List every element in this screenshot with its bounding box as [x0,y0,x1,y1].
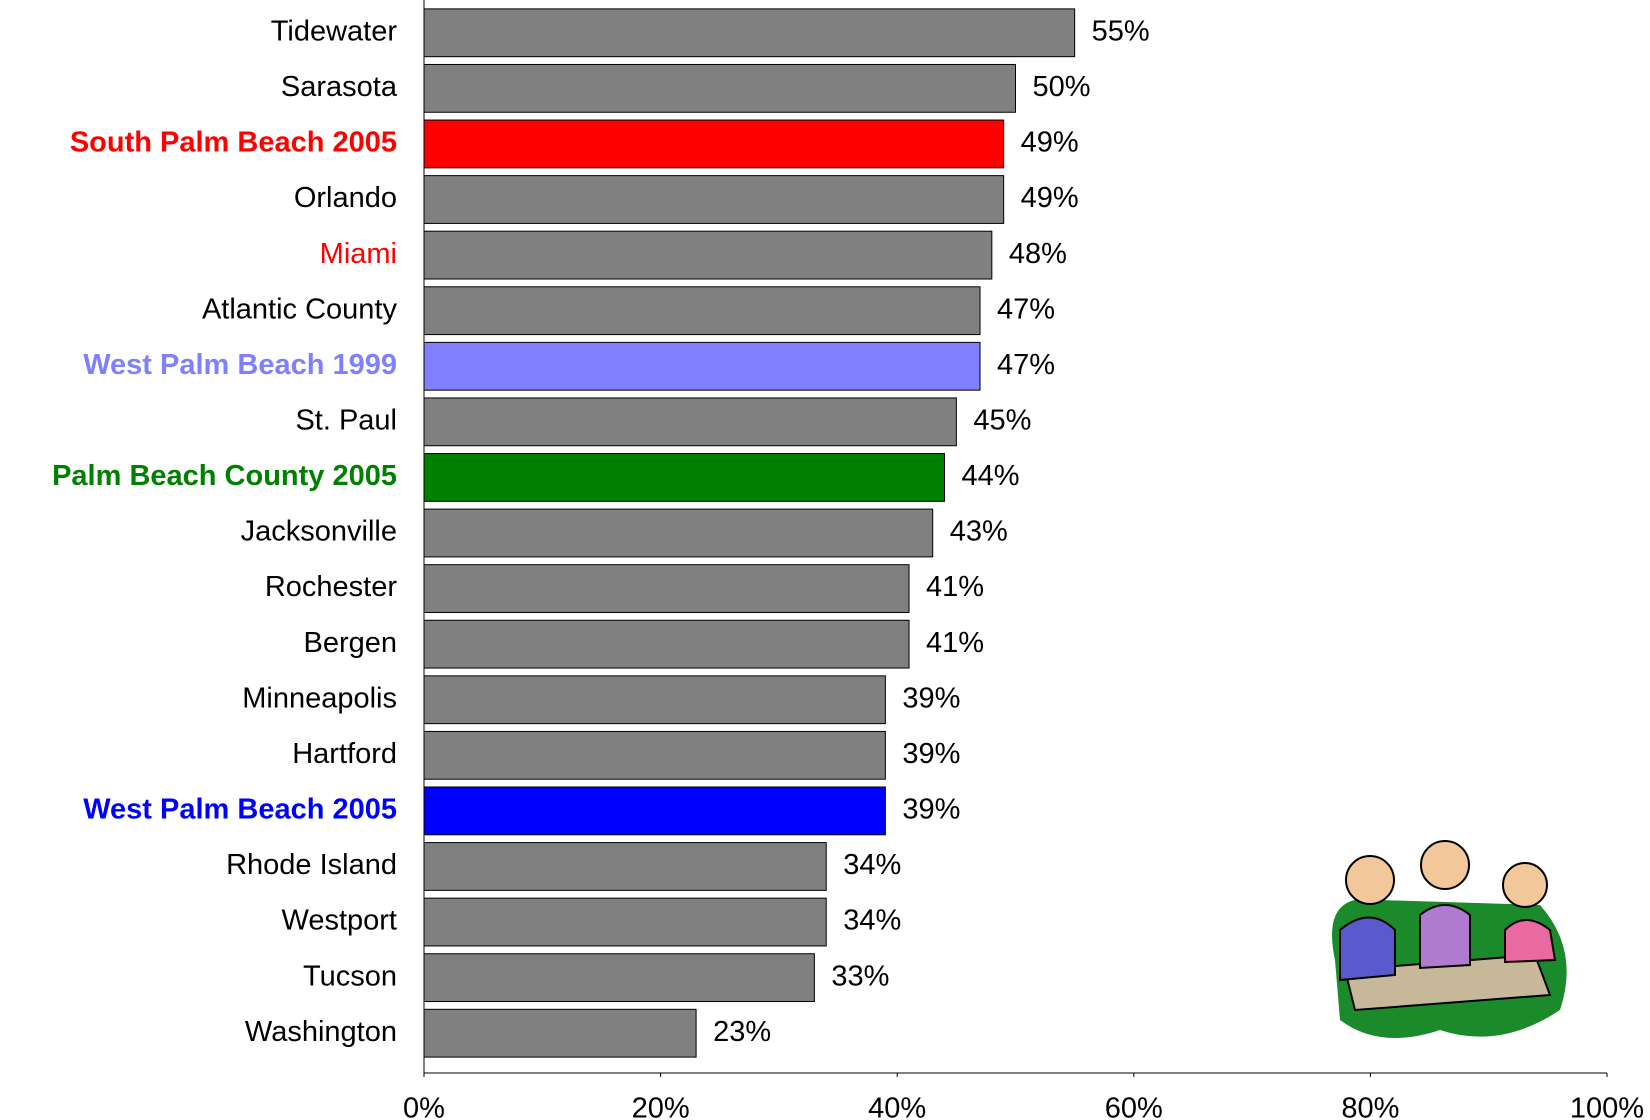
clipart [1332,840,1567,1038]
value-label: 39% [902,682,960,714]
value-label: 47% [997,349,1055,381]
y-tick-label: Tucson [303,960,397,992]
y-tick-label: South Palm Beach 2005 [70,127,397,159]
y-tick-label: Hartford [292,738,397,770]
x-tick-label: 20% [632,1093,690,1120]
y-tick-label: Washington [245,1016,397,1048]
bar [423,453,946,502]
value-label: 34% [843,849,901,881]
bar [423,897,827,947]
value-label: 55% [1092,15,1150,47]
value-label: 34% [843,905,901,937]
value-label: 43% [950,516,1008,548]
value-label: 33% [831,960,889,992]
bar [423,619,910,669]
value-label: 49% [1021,182,1079,214]
value-label: 39% [902,738,960,770]
y-tick-label: Orlando [294,182,397,214]
clipart-table [1343,953,1552,1012]
y-tick-label: Atlantic County [202,293,398,325]
bar [423,1008,697,1058]
y-tick-label: Westport [281,905,397,937]
y-tick-label: West Palm Beach 2005 [83,794,397,826]
y-tick-label: St. Paul [295,404,397,436]
x-tick-label: 40% [868,1093,926,1120]
bar [423,230,993,280]
clipart-body [1504,919,1557,964]
clipart-body [1339,916,1396,982]
value-label: 41% [926,627,984,659]
y-tick-label: Miami [320,238,397,270]
value-label: 23% [713,1016,771,1048]
y-tick-label: Rochester [265,571,398,603]
y-tick-label: Jacksonville [241,516,397,548]
bar [423,953,815,1003]
value-label: 45% [973,404,1031,436]
y-tick-label: Sarasota [281,71,398,103]
bar [423,119,1005,169]
clipart-head [1345,855,1395,905]
clipart-head [1502,862,1548,908]
y-tick-label: Palm Beach County 2005 [52,460,397,492]
value-label: 41% [926,571,984,603]
y-tick-label: West Palm Beach 1999 [83,349,397,381]
y-tick-label: Tidewater [271,15,398,47]
value-label: 47% [997,293,1055,325]
value-label: 48% [1009,238,1067,270]
value-label: 50% [1033,71,1091,103]
bar [423,730,886,780]
value-label: 39% [902,794,960,826]
value-label: 44% [962,460,1020,492]
y-tick-label: Minneapolis [242,682,397,714]
clipart-body [1419,904,1471,970]
bar [423,286,981,336]
bar [423,397,957,447]
bar [423,8,1076,58]
y-tick-label: Rhode Island [226,849,397,881]
x-tick-label: 0% [403,1093,445,1120]
bar [423,564,910,613]
bar [423,675,886,725]
bar [423,842,827,891]
x-tick-label: 100% [1570,1093,1644,1120]
bar [423,786,886,836]
clipart-head [1420,840,1470,890]
bar [423,175,1005,224]
x-tick-label: 60% [1105,1093,1163,1120]
value-label: 49% [1021,127,1079,159]
x-tick-label: 80% [1341,1093,1399,1120]
bar [423,508,934,558]
y-tick-label: Bergen [303,627,397,659]
bar [423,341,981,391]
bar [423,63,1016,113]
